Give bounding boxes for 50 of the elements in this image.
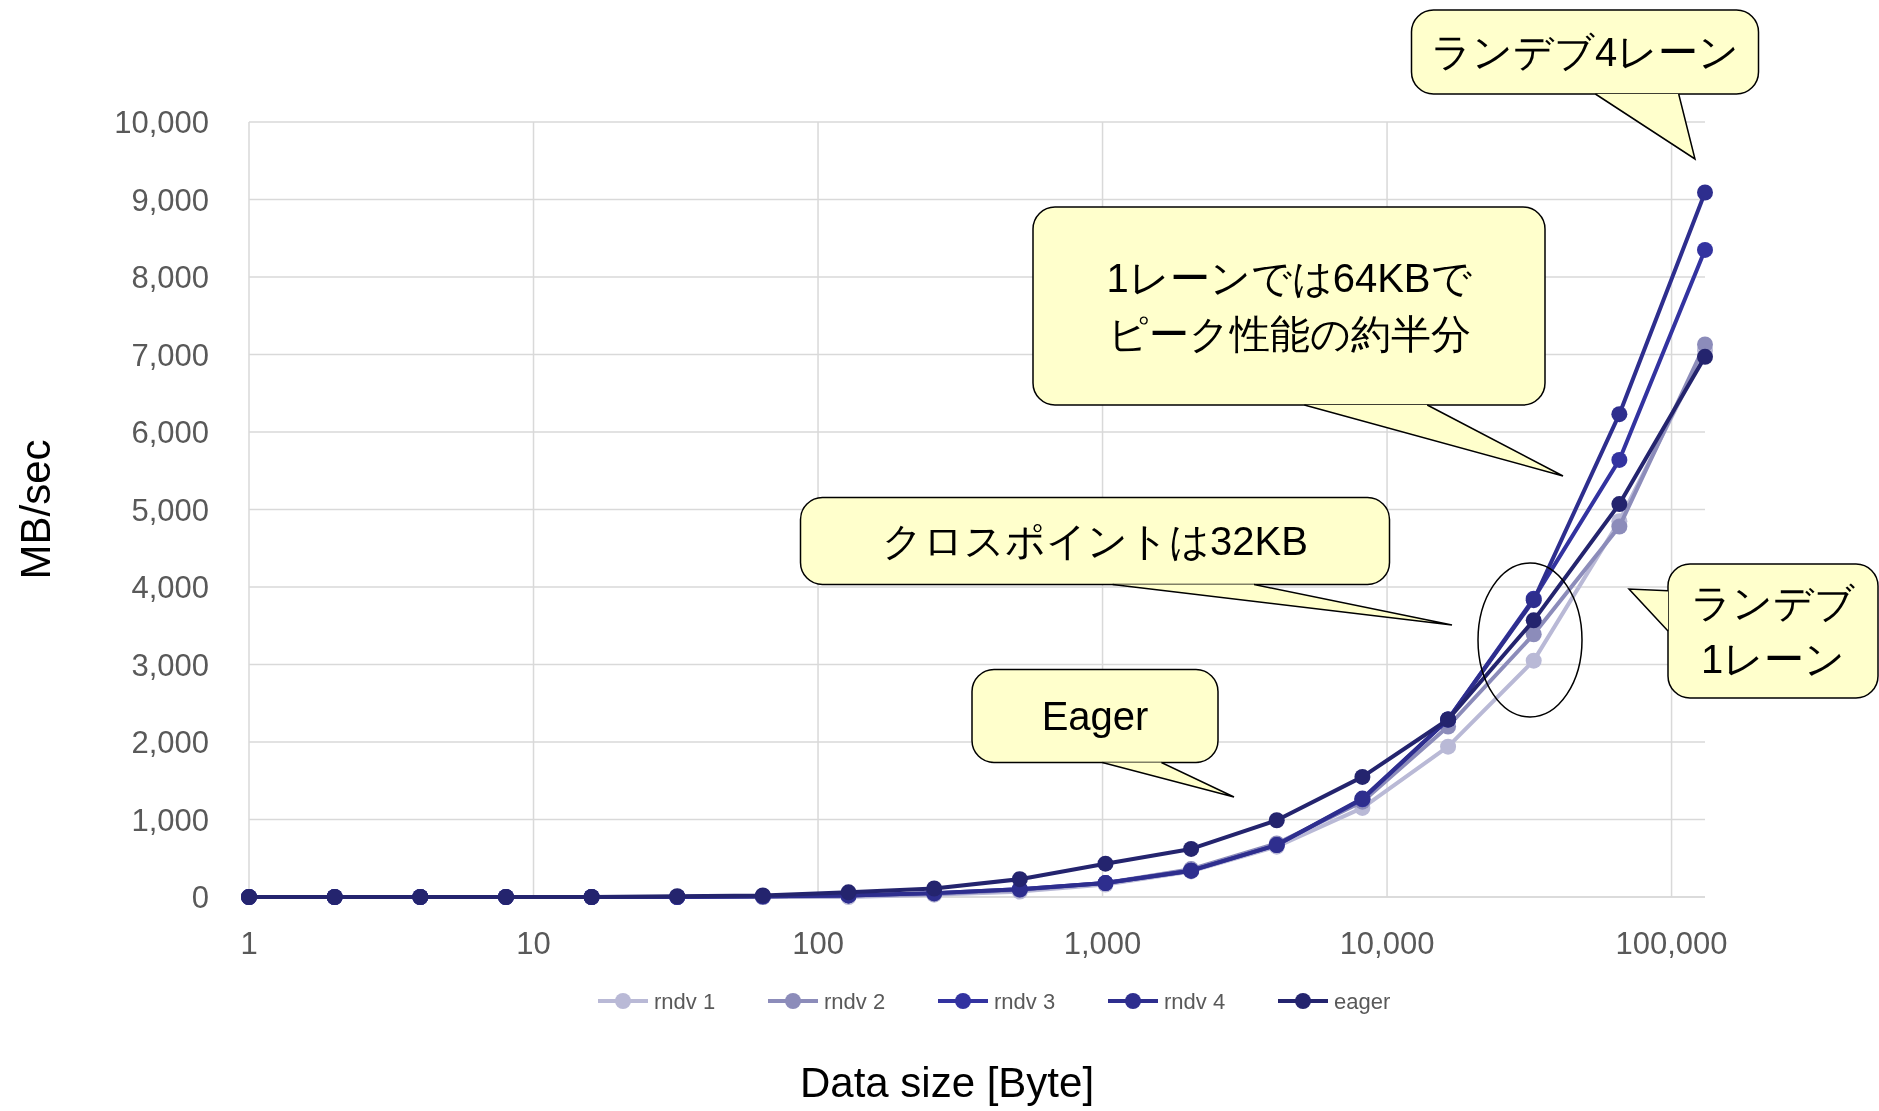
annotation: クロスポイントは32KB <box>799 496 1453 626</box>
y-tick-label: 6,000 <box>131 415 209 450</box>
point <box>1011 871 1028 888</box>
y-tick-label: 3,000 <box>131 647 209 683</box>
point <box>1611 406 1628 423</box>
legend-label: rndv 2 <box>824 989 886 1014</box>
annotation: Eager <box>971 668 1235 798</box>
point <box>1697 184 1713 201</box>
point <box>1611 518 1628 535</box>
point <box>1097 855 1114 872</box>
annotation: 1レーンでは64KBでピーク性能の約半分 <box>1106 256 1472 357</box>
point <box>1611 496 1628 513</box>
y-tick-label: 1,000 <box>131 802 209 838</box>
point <box>1525 612 1542 629</box>
annotation: ランデブ4レーン <box>1410 9 1760 161</box>
annotation: Eager <box>1041 694 1149 739</box>
legend-label: eager <box>1334 989 1391 1014</box>
point <box>1697 241 1713 258</box>
x-tick-label: 100 <box>792 926 844 961</box>
y-tick-label: 8,000 <box>131 260 209 295</box>
y-axis-title: MB/sec <box>12 439 59 580</box>
y-tick-label: 10,000 <box>114 105 209 140</box>
point <box>1525 652 1542 669</box>
point <box>1525 626 1542 643</box>
y-tick-label: 4,000 <box>131 570 209 605</box>
legend-label: rndv 3 <box>994 989 1056 1014</box>
y-tick-label: 2,000 <box>131 725 209 760</box>
y-tick-label: 0 <box>191 880 209 915</box>
x-tick-label: 1 <box>240 926 258 961</box>
annotation: ランデブ1レーン <box>1691 581 1855 682</box>
point <box>1268 812 1285 829</box>
x-tick-label: 10 <box>516 926 551 961</box>
x-tick-label: 100,000 <box>1615 926 1728 961</box>
point <box>1354 768 1371 785</box>
legend-label: rndv 1 <box>654 989 716 1014</box>
y-tick-label: 5,000 <box>131 492 209 528</box>
point <box>1697 348 1713 365</box>
point <box>926 880 943 897</box>
y-tick-label: 9,000 <box>131 182 209 218</box>
x-axis-title: Data size [Byte] <box>799 1059 1095 1106</box>
point <box>1611 451 1628 468</box>
point <box>1183 840 1200 857</box>
x-tick-label: 10,000 <box>1339 926 1435 961</box>
annotation: クロスポイントは32KB <box>882 519 1308 564</box>
x-tick-label: 1,000 <box>1063 926 1142 961</box>
annotation: 1レーンでは64KBでピーク性能の約半分 <box>1032 206 1564 477</box>
point <box>1440 738 1457 755</box>
y-tick-label: 7,000 <box>131 337 209 373</box>
annotation: ランデブ1レーン <box>1627 563 1879 699</box>
legend-label: rndv 4 <box>1164 989 1226 1014</box>
